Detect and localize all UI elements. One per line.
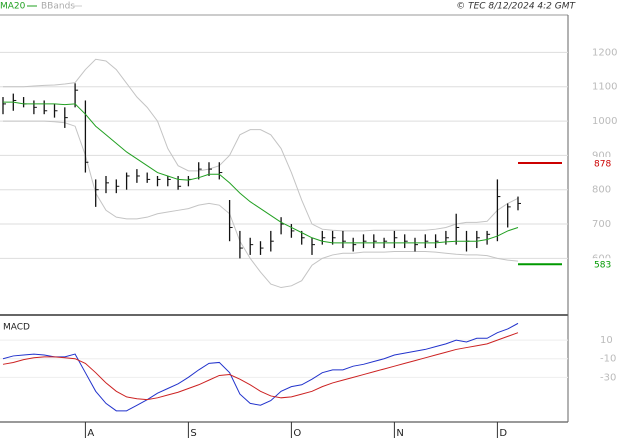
- level-label: 878: [594, 159, 611, 169]
- y-tick-label: 800: [592, 185, 611, 196]
- y-tick-label: -30: [600, 372, 616, 383]
- y-tick-label: 10: [600, 335, 613, 346]
- bband-upper: [3, 58, 519, 232]
- y-tick-label: 900: [592, 150, 611, 161]
- level-label-bg: [590, 258, 614, 271]
- x-tick-label: A: [87, 428, 94, 439]
- y-tick-label: 1100: [592, 82, 617, 93]
- y-tick-label: 700: [592, 219, 611, 230]
- ma20-line: [3, 101, 519, 244]
- level-label-bg: [590, 156, 614, 169]
- y-tick-label: 1200: [592, 47, 617, 58]
- annotation: © TEC 8/12/2024 4:2 GMT: [456, 2, 576, 12]
- x-tick-label: S: [190, 428, 196, 439]
- macd-line: [2, 322, 519, 412]
- legend-ma20: MA20: [0, 2, 26, 12]
- x-tick-label: D: [499, 428, 507, 439]
- macd-line: [2, 332, 519, 401]
- y-tick-label: 1000: [592, 116, 617, 127]
- y-tick-label: -10: [600, 354, 616, 365]
- x-tick-label: N: [396, 428, 403, 439]
- level-label: 583: [594, 261, 611, 271]
- legend-bbands: BBands: [41, 2, 75, 12]
- x-tick-label: O: [293, 428, 301, 439]
- macd-title: MACD: [3, 323, 30, 333]
- bband-lower: [3, 120, 519, 289]
